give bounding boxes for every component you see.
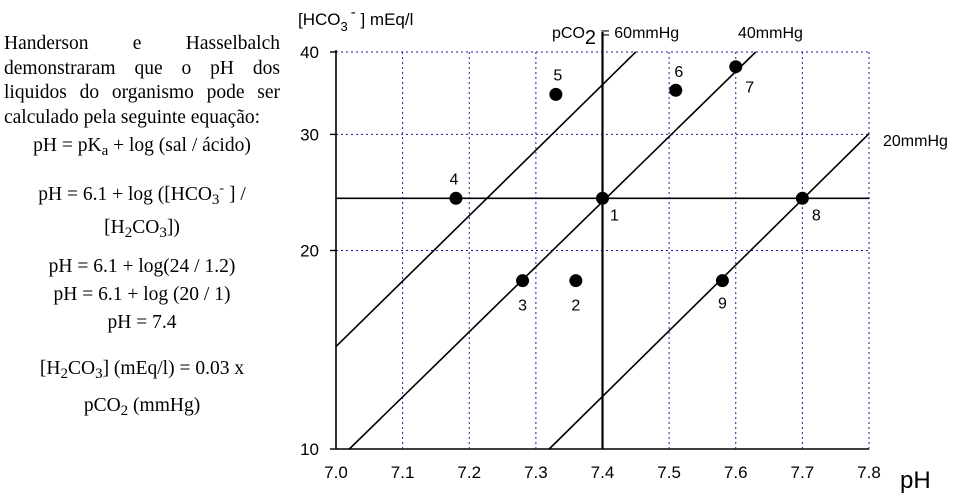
data-point-label-5: 5 <box>553 67 562 84</box>
data-point-1 <box>596 191 609 205</box>
isobar-label-20: 20mmHg <box>883 133 948 150</box>
axes <box>330 50 869 450</box>
equation-panel: Handerson e Hasselbalch demonstraram que… <box>4 32 280 425</box>
equation-carbonic-acid: [H2CO3]) <box>104 217 180 241</box>
equation-bicarbonate: pH = 6.1 + log ([HCO3- ] / <box>38 181 246 208</box>
data-point-8 <box>795 191 809 205</box>
isobar-line-60 <box>335 51 637 348</box>
isobar-label-60: pCO2 = 60mmHg <box>552 25 679 49</box>
y-tick-label: 40 <box>300 43 319 62</box>
y-axis-title: [HCO3- ] mEq/l <box>298 4 413 34</box>
equation-values-a: pH = 6.1 + log(24 / 1.2) <box>48 256 236 277</box>
data-point-label-8: 8 <box>812 207 821 224</box>
y-tick-label: 10 <box>300 440 319 459</box>
equation-values-b: pH = 6.1 + log (20 / 1) <box>53 284 231 305</box>
data-point-7 <box>729 60 743 74</box>
data-point-label-1: 1 <box>610 207 619 224</box>
chart-lines <box>335 32 870 450</box>
x-tick-label: 7.4 <box>591 463 615 482</box>
data-point-3 <box>516 274 530 288</box>
data-point-9 <box>715 274 729 288</box>
y-tick-label: 30 <box>300 125 319 144</box>
isobar-line-40 <box>348 51 757 450</box>
data-points: 1 2 3 4 5 6 7 8 9 <box>449 60 821 315</box>
equation-pco2-unit: pCO2 (mmHg) <box>83 395 201 419</box>
data-point-4 <box>449 191 463 205</box>
data-point-5 <box>549 87 563 101</box>
x-tick-label: 7.1 <box>391 463 415 482</box>
data-point-label-9: 9 <box>718 296 727 313</box>
data-point-label-3: 3 <box>518 298 527 315</box>
x-tick-label: 7.5 <box>657 463 681 482</box>
isobar-line-20 <box>548 133 870 450</box>
x-axis-title: pH <box>900 467 931 494</box>
x-tick-label: 7.2 <box>457 463 481 482</box>
intro-paragraph: Handerson e Hasselbalch demonstraram que… <box>4 33 280 128</box>
x-tick-label: 7.8 <box>857 463 881 482</box>
x-tick-label: 7.0 <box>324 463 348 482</box>
data-point-label-6: 6 <box>674 64 683 81</box>
equation-general: pH = pKa + log (sal / ácido) <box>33 135 251 159</box>
x-tick-label: 7.6 <box>724 463 748 482</box>
data-point-label-4: 4 <box>449 171 458 188</box>
data-point-label-2: 2 <box>571 298 580 315</box>
x-tick-label: 7.7 <box>791 463 815 482</box>
x-tick-label: 7.3 <box>524 463 548 482</box>
data-point-2 <box>569 274 583 288</box>
data-point-label-7: 7 <box>745 80 754 97</box>
equation-conversion: [H2CO3] (mEq/l) = 0.03 x <box>39 358 245 382</box>
y-tick-label: 20 <box>300 242 319 261</box>
isobar-label-40: 40mmHg <box>738 25 803 42</box>
data-point-6 <box>669 83 683 97</box>
tick-labels: 7.0 7.1 7.2 7.3 7.4 7.5 7.6 7.7 7.8 10 20 30 40 <box>300 43 881 482</box>
equation-result: pH = 7.4 <box>107 312 177 333</box>
